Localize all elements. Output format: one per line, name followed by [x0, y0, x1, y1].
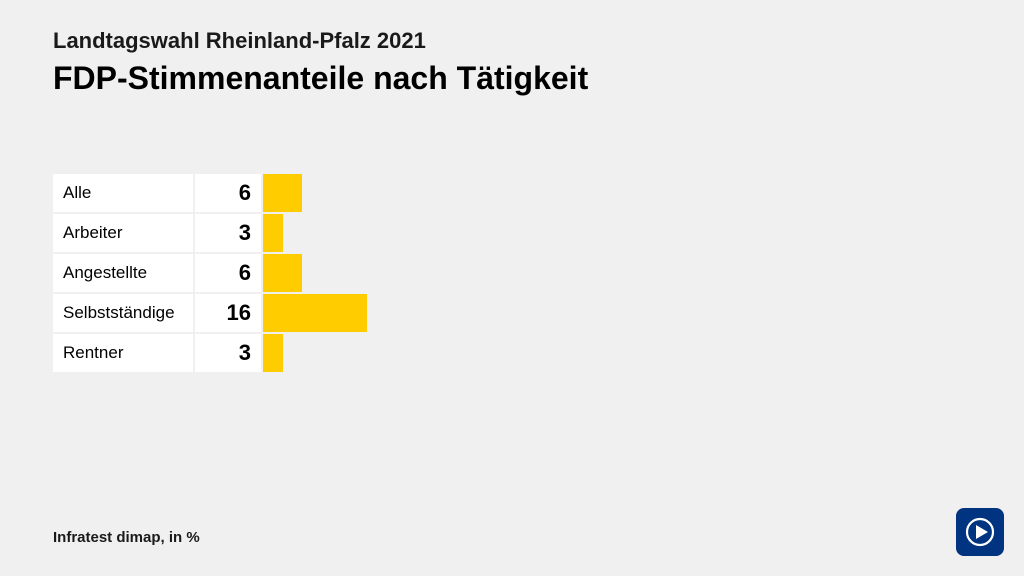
row-label: Angestellte — [53, 254, 193, 292]
bar — [263, 254, 302, 292]
broadcaster-logo — [956, 508, 1004, 556]
header: Landtagswahl Rheinland-Pfalz 2021 FDP-St… — [53, 28, 588, 97]
chart-row: Alle6 — [53, 174, 367, 212]
bar-area — [263, 254, 302, 292]
row-value: 6 — [195, 174, 261, 212]
bar — [263, 174, 302, 212]
bar-chart: Alle6Arbeiter3Angestellte6Selbstständige… — [53, 174, 367, 374]
row-label: Arbeiter — [53, 214, 193, 252]
row-value: 6 — [195, 254, 261, 292]
bar-area — [263, 174, 302, 212]
row-label: Selbstständige — [53, 294, 193, 332]
bar-area — [263, 294, 367, 332]
row-value: 3 — [195, 214, 261, 252]
bar — [263, 214, 283, 252]
source-footer: Infratest dimap, in % — [53, 529, 200, 546]
chart-row: Angestellte6 — [53, 254, 367, 292]
chart-row: Rentner3 — [53, 334, 367, 372]
bar-area — [263, 334, 283, 372]
chart-row: Arbeiter3 — [53, 214, 367, 252]
chart-row: Selbstständige16 — [53, 294, 367, 332]
bar — [263, 294, 367, 332]
play-triangle-icon — [962, 514, 998, 550]
bar-area — [263, 214, 283, 252]
row-label: Rentner — [53, 334, 193, 372]
row-label: Alle — [53, 174, 193, 212]
row-value: 3 — [195, 334, 261, 372]
row-value: 16 — [195, 294, 261, 332]
bar — [263, 334, 283, 372]
chart-title: FDP-Stimmenanteile nach Tätigkeit — [53, 60, 588, 97]
chart-subtitle: Landtagswahl Rheinland-Pfalz 2021 — [53, 28, 588, 54]
